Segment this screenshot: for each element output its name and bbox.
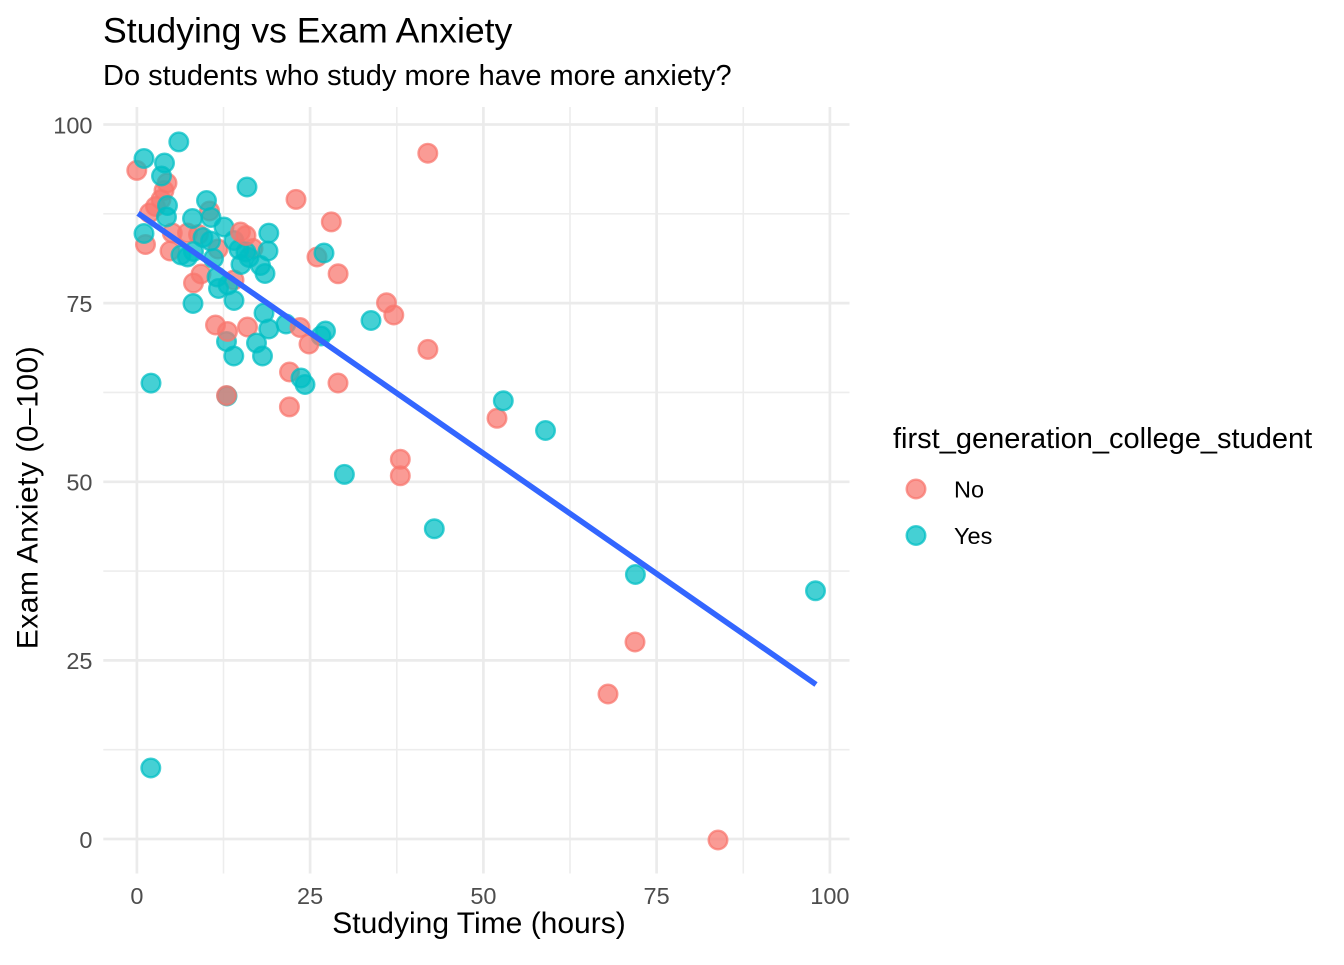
svg-text:25: 25 <box>297 883 323 909</box>
svg-text:No: No <box>954 477 984 503</box>
svg-text:50: 50 <box>66 470 92 496</box>
svg-text:Do students who study more hav: Do students who study more have more anx… <box>103 60 732 92</box>
svg-text:first_generation_college_stude: first_generation_college_student <box>893 423 1312 455</box>
svg-text:Yes: Yes <box>954 523 992 549</box>
svg-text:75: 75 <box>644 883 670 909</box>
svg-text:50: 50 <box>470 883 496 909</box>
svg-text:0: 0 <box>130 883 143 909</box>
svg-text:0: 0 <box>79 827 92 853</box>
svg-text:100: 100 <box>53 112 92 138</box>
svg-text:25: 25 <box>66 648 92 674</box>
svg-text:Exam Anxiety (0–100): Exam Anxiety (0–100) <box>12 346 45 649</box>
svg-text:75: 75 <box>66 291 92 317</box>
svg-text:Studying Time (hours): Studying Time (hours) <box>332 907 625 940</box>
svg-text:Studying vs Exam Anxiety: Studying vs Exam Anxiety <box>103 11 513 51</box>
svg-text:100: 100 <box>810 883 849 909</box>
